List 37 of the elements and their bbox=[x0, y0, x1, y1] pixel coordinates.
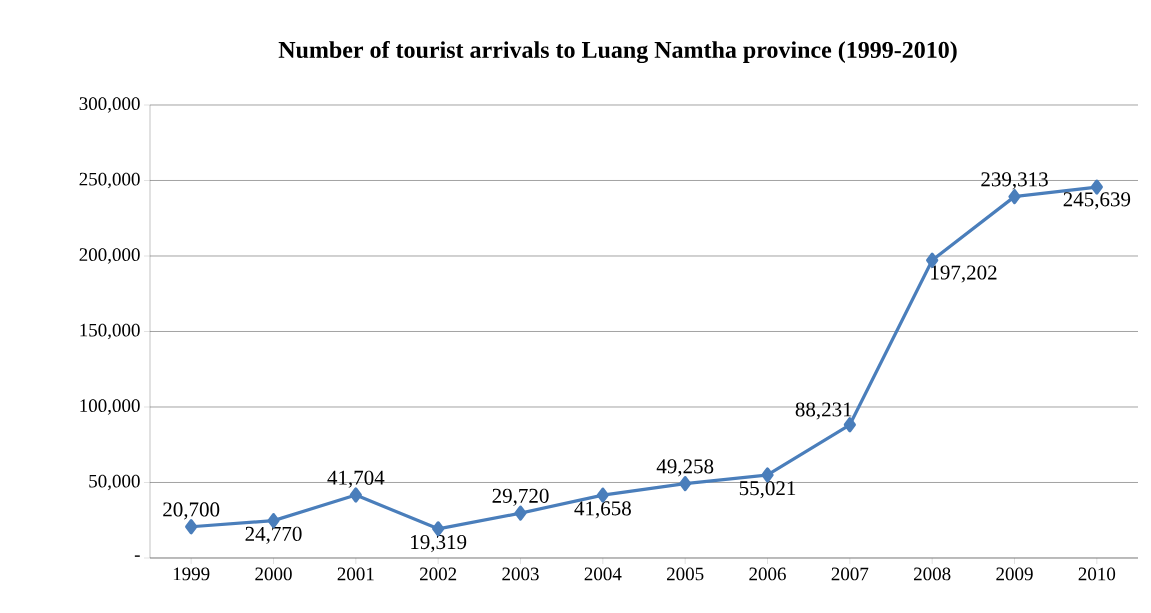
data-label: 49,258 bbox=[656, 459, 714, 477]
x-tick-label: 1999 bbox=[173, 567, 210, 581]
point bbox=[349, 487, 362, 503]
point bbox=[514, 505, 527, 521]
y-tick-label: 300,000 bbox=[79, 97, 140, 113]
data-label: 19,319 bbox=[411, 535, 467, 553]
x-tick-label: 2001 bbox=[337, 567, 374, 581]
x-tick-label: 2005 bbox=[667, 567, 704, 581]
x-tick-label: 2007 bbox=[831, 567, 869, 581]
x-tick-label: 2008 bbox=[914, 567, 951, 581]
data-label: 55,021 bbox=[739, 481, 796, 499]
data-label: 245,639 bbox=[1063, 192, 1131, 210]
y-tick-label: 250,000 bbox=[79, 172, 140, 189]
y-tick-label: 100,000 bbox=[80, 399, 140, 415]
x-tick-label: 2009 bbox=[996, 567, 1033, 581]
x-tick-label: 2004 bbox=[584, 567, 622, 581]
data-label: 24,770 bbox=[245, 526, 302, 544]
data-label: 41,658 bbox=[574, 501, 631, 519]
y-tick-label: 150,000 bbox=[80, 323, 140, 340]
data-label: 239,313 bbox=[981, 172, 1048, 190]
chart-title: Number of tourist arrivals to Luang Namtha province (1999-2010) bbox=[278, 40, 957, 64]
data-label: 20,700 bbox=[163, 502, 220, 520]
x-tick-label: 2000 bbox=[255, 567, 292, 581]
y-tick-label: - bbox=[134, 555, 140, 557]
data-label: 29,720 bbox=[492, 488, 549, 506]
point bbox=[185, 519, 198, 535]
data-label: 197,202 bbox=[931, 265, 997, 283]
x-tick-label: 2010 bbox=[1078, 567, 1116, 581]
data-label: 41,704 bbox=[327, 470, 385, 488]
point bbox=[1008, 189, 1021, 205]
data-label: 88,231 bbox=[795, 402, 852, 420]
y-tick-label: 200,000 bbox=[79, 248, 140, 264]
y-tick-label: 50,000 bbox=[89, 474, 140, 491]
x-tick-label: 2002 bbox=[420, 567, 457, 581]
x-tick-label: 2003 bbox=[502, 567, 539, 581]
point bbox=[679, 476, 692, 492]
x-tick-label: 2006 bbox=[749, 567, 786, 581]
